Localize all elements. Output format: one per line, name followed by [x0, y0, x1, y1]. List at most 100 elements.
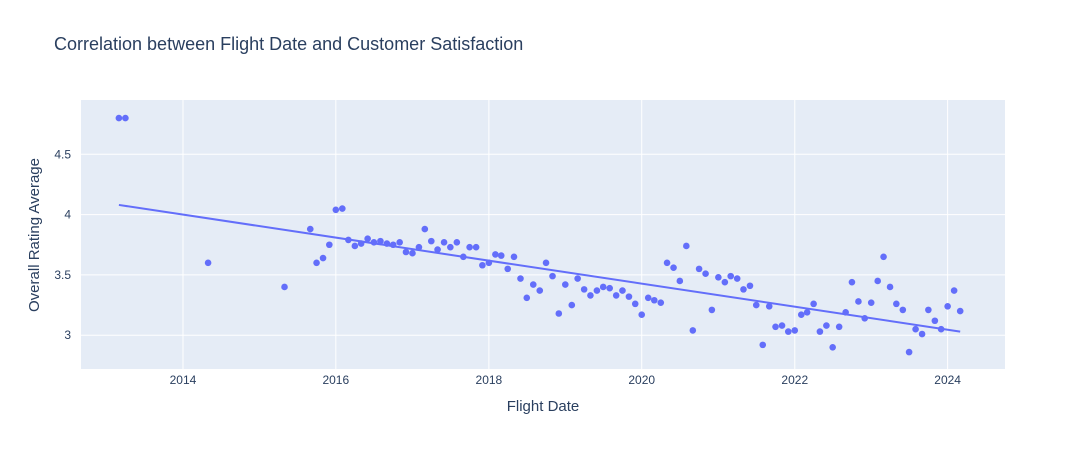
- data-point[interactable]: [944, 302, 951, 310]
- data-point[interactable]: [319, 254, 327, 262]
- data-point[interactable]: [612, 292, 620, 299]
- data-point[interactable]: [880, 253, 887, 261]
- data-point[interactable]: [727, 272, 735, 280]
- data-point[interactable]: [492, 251, 499, 258]
- data-point[interactable]: [638, 311, 646, 319]
- data-point[interactable]: [529, 281, 537, 288]
- data-point[interactable]: [683, 242, 690, 250]
- data-point[interactable]: [810, 300, 817, 308]
- data-point[interactable]: [950, 287, 958, 294]
- data-point[interactable]: [905, 348, 913, 356]
- data-point[interactable]: [650, 296, 658, 304]
- data-point[interactable]: [823, 322, 830, 329]
- data-point[interactable]: [485, 259, 493, 267]
- data-point[interactable]: [695, 265, 703, 273]
- data-point[interactable]: [568, 301, 576, 309]
- data-point[interactable]: [784, 328, 792, 335]
- data-point[interactable]: [421, 225, 429, 233]
- data-point[interactable]: [466, 243, 473, 251]
- data-point[interactable]: [440, 239, 448, 246]
- data-point[interactable]: [549, 272, 556, 280]
- data-point[interactable]: [848, 278, 856, 286]
- data-point[interactable]: [396, 239, 403, 246]
- data-point[interactable]: [625, 293, 633, 300]
- data-point[interactable]: [937, 325, 945, 333]
- data-point[interactable]: [791, 327, 799, 334]
- data-point[interactable]: [708, 306, 716, 314]
- data-point[interactable]: [670, 264, 677, 271]
- data-point[interactable]: [912, 325, 919, 333]
- data-point[interactable]: [389, 241, 397, 249]
- data-point[interactable]: [377, 237, 384, 245]
- data-point[interactable]: [606, 284, 613, 292]
- data-point[interactable]: [702, 270, 709, 278]
- data-point[interactable]: [746, 282, 754, 290]
- data-point[interactable]: [925, 306, 932, 314]
- data-point[interactable]: [523, 294, 531, 302]
- data-point[interactable]: [861, 315, 869, 322]
- data-point[interactable]: [281, 283, 288, 291]
- data-point[interactable]: [351, 242, 359, 250]
- data-point[interactable]: [867, 299, 875, 306]
- data-point[interactable]: [326, 241, 333, 249]
- data-point[interactable]: [759, 341, 767, 349]
- data-point[interactable]: [657, 299, 665, 306]
- data-point[interactable]: [797, 311, 805, 319]
- data-point[interactable]: [663, 259, 671, 267]
- data-point[interactable]: [434, 246, 441, 253]
- data-point[interactable]: [619, 287, 626, 294]
- data-point[interactable]: [332, 206, 340, 214]
- data-point[interactable]: [715, 274, 722, 281]
- data-point[interactable]: [555, 310, 563, 317]
- data-point[interactable]: [306, 225, 314, 233]
- data-point[interactable]: [676, 277, 684, 285]
- data-point[interactable]: [733, 275, 741, 282]
- data-point[interactable]: [122, 114, 129, 122]
- data-point[interactable]: [829, 343, 836, 351]
- data-point[interactable]: [778, 322, 786, 329]
- data-point[interactable]: [364, 235, 371, 243]
- data-point[interactable]: [899, 306, 907, 314]
- data-point[interactable]: [313, 259, 320, 267]
- data-point[interactable]: [752, 301, 760, 309]
- data-point[interactable]: [803, 309, 811, 316]
- data-point[interactable]: [580, 286, 588, 293]
- data-point[interactable]: [504, 265, 512, 273]
- data-point[interactable]: [345, 236, 352, 244]
- data-point[interactable]: [402, 248, 410, 256]
- data-point[interactable]: [918, 330, 926, 338]
- data-point[interactable]: [510, 253, 518, 261]
- data-point[interactable]: [497, 252, 505, 259]
- data-point[interactable]: [886, 283, 894, 291]
- data-point[interactable]: [561, 281, 569, 288]
- data-point[interactable]: [599, 283, 607, 291]
- data-point[interactable]: [689, 327, 697, 334]
- data-point[interactable]: [874, 277, 881, 285]
- data-point[interactable]: [721, 278, 729, 286]
- data-point[interactable]: [115, 114, 123, 122]
- data-point[interactable]: [517, 275, 524, 282]
- data-point[interactable]: [370, 239, 378, 246]
- data-point[interactable]: [842, 309, 849, 316]
- data-point[interactable]: [357, 240, 365, 247]
- data-point[interactable]: [593, 287, 601, 294]
- data-point[interactable]: [574, 275, 581, 282]
- data-point[interactable]: [772, 323, 779, 331]
- data-point[interactable]: [644, 294, 652, 302]
- data-point[interactable]: [931, 317, 939, 325]
- data-point[interactable]: [536, 287, 544, 294]
- data-point[interactable]: [383, 240, 391, 247]
- data-point[interactable]: [816, 328, 824, 335]
- data-point[interactable]: [447, 243, 454, 251]
- data-point[interactable]: [472, 243, 480, 251]
- data-point[interactable]: [415, 243, 423, 251]
- data-point[interactable]: [542, 259, 550, 267]
- data-point[interactable]: [339, 205, 346, 212]
- data-point[interactable]: [740, 286, 747, 293]
- data-point[interactable]: [427, 237, 435, 245]
- data-point[interactable]: [765, 302, 773, 310]
- data-point[interactable]: [479, 261, 486, 269]
- data-point[interactable]: [460, 253, 467, 261]
- data-point[interactable]: [855, 298, 862, 305]
- data-point[interactable]: [835, 323, 843, 331]
